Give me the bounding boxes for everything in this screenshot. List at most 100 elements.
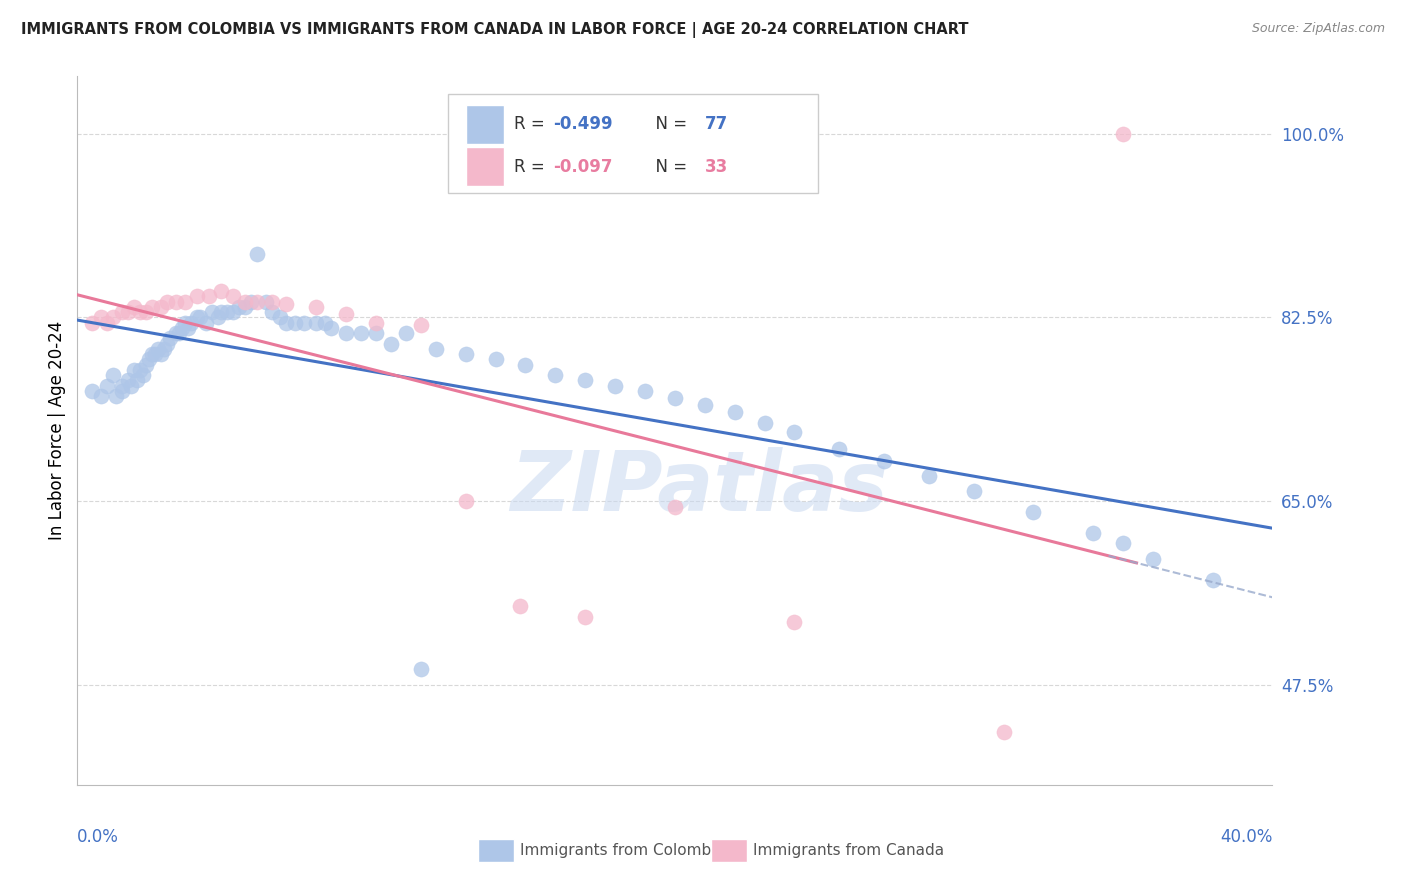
Point <box>82 316 104 330</box>
Point <box>209 305 232 319</box>
Text: R =: R = <box>513 158 550 176</box>
Point <box>260 305 283 319</box>
Text: 0.0%: 0.0% <box>77 828 120 846</box>
Point <box>90 389 112 403</box>
Point <box>605 378 627 392</box>
Point <box>783 615 806 629</box>
Point <box>165 326 187 341</box>
Point <box>380 336 402 351</box>
Point <box>103 368 124 383</box>
Point <box>150 347 173 361</box>
Text: R =: R = <box>513 115 550 133</box>
Point <box>141 300 163 314</box>
Point <box>1112 127 1135 141</box>
Point <box>146 342 169 356</box>
FancyBboxPatch shape <box>449 94 818 193</box>
Text: -0.499: -0.499 <box>553 115 613 133</box>
Point <box>122 300 145 314</box>
Text: ZIPatlas: ZIPatlas <box>510 447 887 528</box>
Point <box>129 363 152 377</box>
FancyBboxPatch shape <box>711 838 747 862</box>
Point <box>1142 552 1164 566</box>
Point <box>188 310 211 325</box>
Point <box>873 454 896 468</box>
Text: IMMIGRANTS FROM COLOMBIA VS IMMIGRANTS FROM CANADA IN LABOR FORCE | AGE 20-24 CO: IMMIGRANTS FROM COLOMBIA VS IMMIGRANTS F… <box>21 22 969 38</box>
Text: -0.097: -0.097 <box>553 158 613 176</box>
Text: N =: N = <box>645 115 692 133</box>
Point <box>239 294 262 309</box>
Point <box>127 374 149 388</box>
Point <box>132 368 155 383</box>
Point <box>103 310 124 325</box>
Point <box>180 316 202 330</box>
Point <box>284 316 307 330</box>
Point <box>222 289 245 303</box>
Point <box>963 483 986 498</box>
Text: 77: 77 <box>704 115 728 133</box>
Point <box>515 358 537 372</box>
Point <box>335 326 357 341</box>
Point <box>135 305 157 319</box>
Point <box>305 316 328 330</box>
Point <box>366 316 388 330</box>
Point <box>724 405 747 419</box>
Point <box>270 310 292 325</box>
Point <box>186 289 208 303</box>
Point <box>117 305 139 319</box>
FancyBboxPatch shape <box>478 838 513 862</box>
Point <box>993 725 1015 739</box>
Point <box>509 599 531 614</box>
Point <box>215 305 238 319</box>
Point <box>138 352 160 367</box>
Point <box>120 378 142 392</box>
Point <box>1083 525 1105 540</box>
Text: Source: ZipAtlas.com: Source: ZipAtlas.com <box>1251 22 1385 36</box>
Point <box>111 305 134 319</box>
Point <box>201 305 224 319</box>
Point <box>350 326 373 341</box>
Point <box>828 442 851 456</box>
Y-axis label: In Labor Force | Age 20-24: In Labor Force | Age 20-24 <box>48 321 66 540</box>
Point <box>664 500 686 514</box>
Point <box>321 321 343 335</box>
Point <box>260 294 283 309</box>
Point <box>233 294 256 309</box>
Point <box>96 378 118 392</box>
Point <box>276 297 298 311</box>
Point <box>228 300 250 314</box>
Point <box>165 294 187 309</box>
Point <box>96 316 118 330</box>
Point <box>246 294 269 309</box>
Point <box>122 363 145 377</box>
Point <box>143 347 166 361</box>
Point <box>150 300 173 314</box>
Point <box>222 305 245 319</box>
Point <box>314 316 336 330</box>
Text: 40.0%: 40.0% <box>1220 828 1272 846</box>
FancyBboxPatch shape <box>465 104 503 144</box>
Point <box>177 321 200 335</box>
Point <box>664 392 686 406</box>
Point <box>135 358 157 372</box>
Point <box>783 425 806 439</box>
Point <box>233 300 256 314</box>
Point <box>194 316 217 330</box>
Point <box>197 289 219 303</box>
Point <box>485 352 508 367</box>
Point <box>254 294 277 309</box>
Point <box>167 326 190 341</box>
Point <box>246 247 269 261</box>
Point <box>574 610 596 624</box>
Point <box>117 374 139 388</box>
Point <box>1022 505 1045 519</box>
Point <box>574 374 596 388</box>
Point <box>111 378 134 392</box>
Point <box>409 662 432 676</box>
FancyBboxPatch shape <box>465 147 503 186</box>
Text: N =: N = <box>645 158 692 176</box>
Point <box>90 310 112 325</box>
Point <box>918 469 941 483</box>
Point <box>634 384 657 398</box>
Point <box>395 326 418 341</box>
Point <box>174 294 197 309</box>
